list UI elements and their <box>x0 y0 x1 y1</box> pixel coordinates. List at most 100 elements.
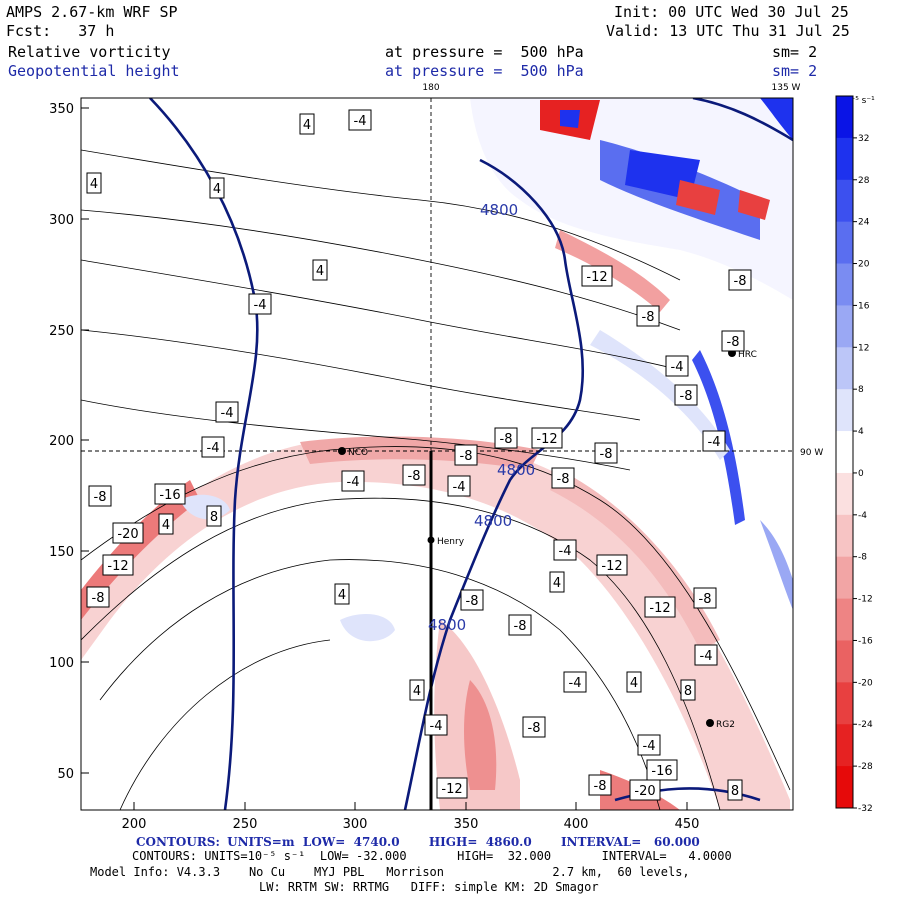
svg-text:-4: -4 <box>559 544 572 559</box>
vorticity-label: -8 <box>454 444 478 466</box>
svg-text:-12: -12 <box>107 559 128 574</box>
vorticity-label: 4 <box>312 259 328 281</box>
svg-text:4: 4 <box>316 264 324 279</box>
vorticity-label: -4 <box>553 539 577 561</box>
station-nco: NCO <box>338 447 368 458</box>
station-rg2: RG2 <box>706 719 735 730</box>
station-label: HRC <box>738 350 757 360</box>
colorbar-swatch <box>836 347 853 390</box>
vorticity-label: -20 <box>112 522 144 544</box>
svg-text:8: 8 <box>210 510 218 525</box>
svg-text:8: 8 <box>731 784 739 799</box>
svg-text:-4: -4 <box>254 298 267 313</box>
footer-physics: LW: RRTM SW: RRTMG DIFF: simple KM: 2D S… <box>259 880 599 894</box>
vorticity-label: -8 <box>508 614 532 636</box>
vorticity-label: -4 <box>248 293 272 315</box>
svg-text:-8: -8 <box>727 335 740 350</box>
svg-text:-16: -16 <box>159 488 180 503</box>
vorticity-label: 4 <box>299 113 315 135</box>
vorticity-label: -8 <box>402 464 426 486</box>
svg-text:-8: -8 <box>594 779 607 794</box>
svg-text:-4: -4 <box>671 360 684 375</box>
y-axis-ticks: 350 300 250 200 150 100 50 <box>49 102 89 782</box>
vorticity-label: 4 <box>86 172 102 194</box>
vorticity-label: -8 <box>522 716 546 738</box>
vorticity-label: -8 <box>594 442 618 464</box>
svg-text:-4: -4 <box>347 475 360 490</box>
y-tick-label: 150 <box>49 545 74 560</box>
y-tick-label: 200 <box>49 434 74 449</box>
colorbar-swatch <box>836 179 853 223</box>
vorticity-label: 4 <box>549 571 565 593</box>
svg-text:4: 4 <box>90 177 98 192</box>
vorticity-label: 4 <box>209 177 225 199</box>
valid-time: Valid: 13 UTC Thu 31 Jul 25 <box>606 22 850 40</box>
colorbar-label: -24 <box>858 720 873 730</box>
height-labels: 4800 4800 4800 4800 <box>428 201 535 634</box>
colorbar-label: 32 <box>858 134 869 144</box>
vorticity-label: -8 <box>693 587 717 609</box>
vorticity-label: -12 <box>436 777 468 799</box>
vorticity-label: -12 <box>102 554 134 576</box>
field2-level: at pressure = 500 hPa <box>385 62 584 80</box>
svg-text:-12: -12 <box>536 432 557 447</box>
forecast-hour: Fcst: 37 h <box>6 22 115 40</box>
svg-text:-8: -8 <box>699 592 712 607</box>
vorticity-label: -4 <box>563 671 587 693</box>
field1-level: at pressure = 500 hPa <box>385 43 584 61</box>
vorticity-label: -8 <box>636 305 660 327</box>
colorbar-unit: 10⁻⁵ s⁻¹ <box>839 96 875 106</box>
svg-text:4: 4 <box>213 182 221 197</box>
vorticity-label: -12 <box>596 554 628 576</box>
vorticity-contours <box>81 149 791 810</box>
svg-text:-8: -8 <box>500 432 513 447</box>
vorticity-label: -8 <box>721 330 745 352</box>
svg-text:-8: -8 <box>408 469 421 484</box>
lon-label-135w: 135 W <box>772 83 801 93</box>
plot-frame <box>80 97 794 811</box>
svg-text:-8: -8 <box>94 490 107 505</box>
svg-text:-4: -4 <box>708 435 721 450</box>
vorticity-label: 8 <box>206 505 222 527</box>
height-label: 4800 <box>428 616 466 634</box>
vorticity-label: 8 <box>680 679 696 701</box>
y-tick-label: 100 <box>49 656 74 671</box>
svg-text:-8: -8 <box>92 591 105 606</box>
station-label: Henry <box>437 537 465 547</box>
vorticity-labels: 4 -4 4 4 4 -4 -8 -16 -20 -12 -8 4 8 -4 -4 -8 -4 -8 -12 -8 -4… <box>86 109 752 801</box>
vorticity-shading <box>81 98 793 810</box>
field2-name: Geopotential height <box>8 62 180 80</box>
y-tick-label: 250 <box>49 324 74 339</box>
vorticity-label: -4 <box>702 430 726 452</box>
colorbar-swatch <box>836 221 853 265</box>
station-label: RG2 <box>716 720 735 730</box>
colorbar-label: 28 <box>858 176 870 186</box>
vorticity-label: -8 <box>494 427 518 449</box>
vorticity-label: 4 <box>626 671 642 693</box>
colorbar: 10⁻⁵ s⁻¹ 32 28 24 20 16 12 8 4 0 -4 -8 -12 -16 -20 -24… <box>835 95 875 814</box>
svg-text:-8: -8 <box>680 389 693 404</box>
x-tick-label: 300 <box>343 817 368 832</box>
svg-text:4: 4 <box>553 576 561 591</box>
colorbar-label: -16 <box>858 636 873 646</box>
vorticity-label: -4 <box>201 436 225 458</box>
svg-text:-12: -12 <box>601 559 622 574</box>
vorticity-label: -12 <box>644 596 676 618</box>
colorbar-label: 20 <box>858 260 870 270</box>
vorticity-label: -4 <box>424 714 448 736</box>
field2-smoothing: sm= 2 <box>772 62 818 80</box>
vorticity-label: 4 <box>409 679 425 701</box>
colorbar-label: -4 <box>858 511 867 521</box>
colorbar-swatch <box>836 137 853 181</box>
y-tick-label: 300 <box>49 213 74 228</box>
vorticity-label: -8 <box>86 586 110 608</box>
colorbar-label: 12 <box>858 343 869 353</box>
vorticity-label: 4 <box>158 513 174 535</box>
svg-text:4: 4 <box>413 684 421 699</box>
svg-text:-8: -8 <box>734 274 747 289</box>
colorbar-label: 4 <box>858 427 864 437</box>
vorticity-label: -4 <box>215 401 239 423</box>
vorticity-label: -4 <box>665 355 689 377</box>
svg-text:-12: -12 <box>586 270 607 285</box>
